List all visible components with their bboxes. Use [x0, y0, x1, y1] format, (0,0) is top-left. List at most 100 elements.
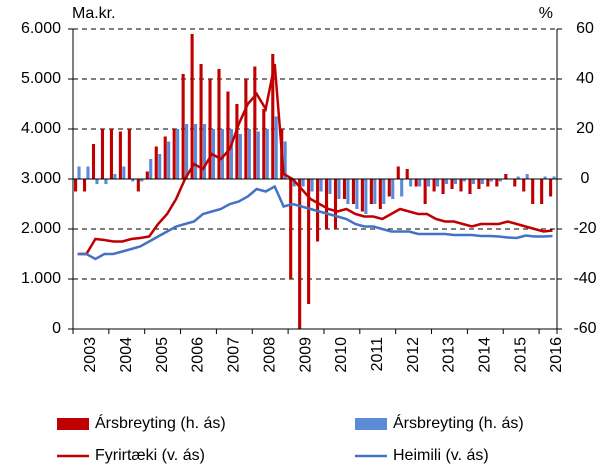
bar	[229, 129, 233, 179]
bar	[489, 179, 493, 182]
bar	[140, 179, 144, 182]
x-tick-label: 2004	[118, 337, 135, 373]
x-tick-label: 2015	[512, 337, 529, 373]
bar	[131, 179, 135, 182]
bar	[480, 179, 484, 184]
bar	[373, 179, 377, 204]
bar	[436, 179, 440, 187]
bar	[172, 129, 176, 179]
bar	[459, 179, 463, 192]
bar	[271, 54, 275, 179]
bar	[292, 179, 296, 187]
bar	[104, 179, 108, 184]
bar	[247, 129, 251, 179]
x-tick-label: 2007	[226, 337, 243, 373]
bar	[364, 179, 368, 214]
bar	[185, 124, 189, 179]
bar	[444, 179, 449, 184]
bar	[549, 179, 553, 197]
bar	[414, 179, 418, 187]
bar	[378, 179, 382, 209]
bar	[522, 179, 526, 192]
line	[77, 63, 553, 256]
bar	[346, 179, 350, 204]
bar	[453, 179, 458, 184]
y-tick-label: 4.000	[21, 120, 61, 137]
bar	[423, 179, 427, 204]
bar	[265, 129, 269, 179]
bar	[400, 179, 404, 197]
bar	[238, 134, 242, 179]
bar	[369, 179, 373, 204]
bar	[95, 179, 99, 184]
bar	[158, 154, 162, 179]
bar	[498, 179, 502, 182]
bar	[450, 179, 454, 189]
bar	[441, 179, 445, 194]
x-tick-label: 2003	[82, 337, 99, 373]
x-tick-label: 2013	[441, 337, 458, 373]
bar	[543, 176, 547, 179]
bar	[262, 109, 266, 179]
legend-label: Ársbreyting (h. ás)	[95, 413, 226, 432]
bar	[471, 179, 475, 184]
x-tick-label: 2006	[190, 337, 207, 373]
bar	[462, 179, 466, 182]
bar	[109, 129, 113, 179]
y2-tick-label: 40	[576, 70, 594, 87]
bar	[100, 129, 105, 179]
legend-label: Ársbreyting (h. ás)	[393, 413, 524, 432]
bar	[552, 176, 556, 179]
legend-label: Fyrirtæki (v. ás)	[95, 447, 205, 464]
bar	[127, 129, 131, 179]
y2-tick-label: 20	[576, 120, 594, 137]
bar	[525, 174, 529, 179]
bar	[307, 179, 311, 304]
bar	[405, 169, 409, 179]
bar	[387, 179, 391, 197]
bar	[181, 74, 185, 179]
bar	[122, 166, 126, 179]
x-tick-label: 2016	[548, 337, 565, 373]
bar	[396, 166, 400, 179]
bar	[382, 179, 386, 204]
x-tick-label: 2010	[333, 337, 350, 373]
y-tick-label: 5.000	[21, 70, 61, 87]
bar	[113, 174, 117, 179]
bar	[495, 179, 499, 187]
line	[77, 184, 553, 261]
x-tick-label: 2005	[154, 337, 171, 373]
bar	[310, 179, 314, 192]
bar	[333, 179, 338, 229]
bar	[342, 179, 347, 199]
bar	[82, 179, 87, 192]
bar	[154, 146, 158, 179]
bar	[253, 66, 257, 179]
y2-axis-label: %	[539, 5, 553, 22]
bar	[409, 179, 413, 187]
y2-tick-label: 60	[576, 20, 594, 37]
bar	[360, 179, 364, 212]
bar	[391, 179, 395, 199]
bar	[531, 179, 535, 204]
x-tick-label: 2011	[369, 337, 386, 372]
bar	[199, 64, 203, 179]
bar	[220, 129, 224, 179]
bar	[244, 79, 248, 179]
y-tick-label: 3.000	[21, 170, 61, 187]
bar	[91, 144, 96, 179]
bar	[427, 179, 431, 187]
bar	[136, 179, 140, 192]
bar	[418, 179, 422, 187]
bar	[540, 179, 544, 204]
bar	[337, 179, 341, 199]
bar	[319, 179, 323, 192]
y-tick-label: 2.000	[21, 220, 61, 237]
bar	[513, 179, 517, 187]
bar	[77, 166, 81, 179]
bar	[274, 116, 278, 179]
bar	[283, 141, 287, 179]
bar	[167, 141, 171, 179]
bar	[516, 176, 520, 179]
